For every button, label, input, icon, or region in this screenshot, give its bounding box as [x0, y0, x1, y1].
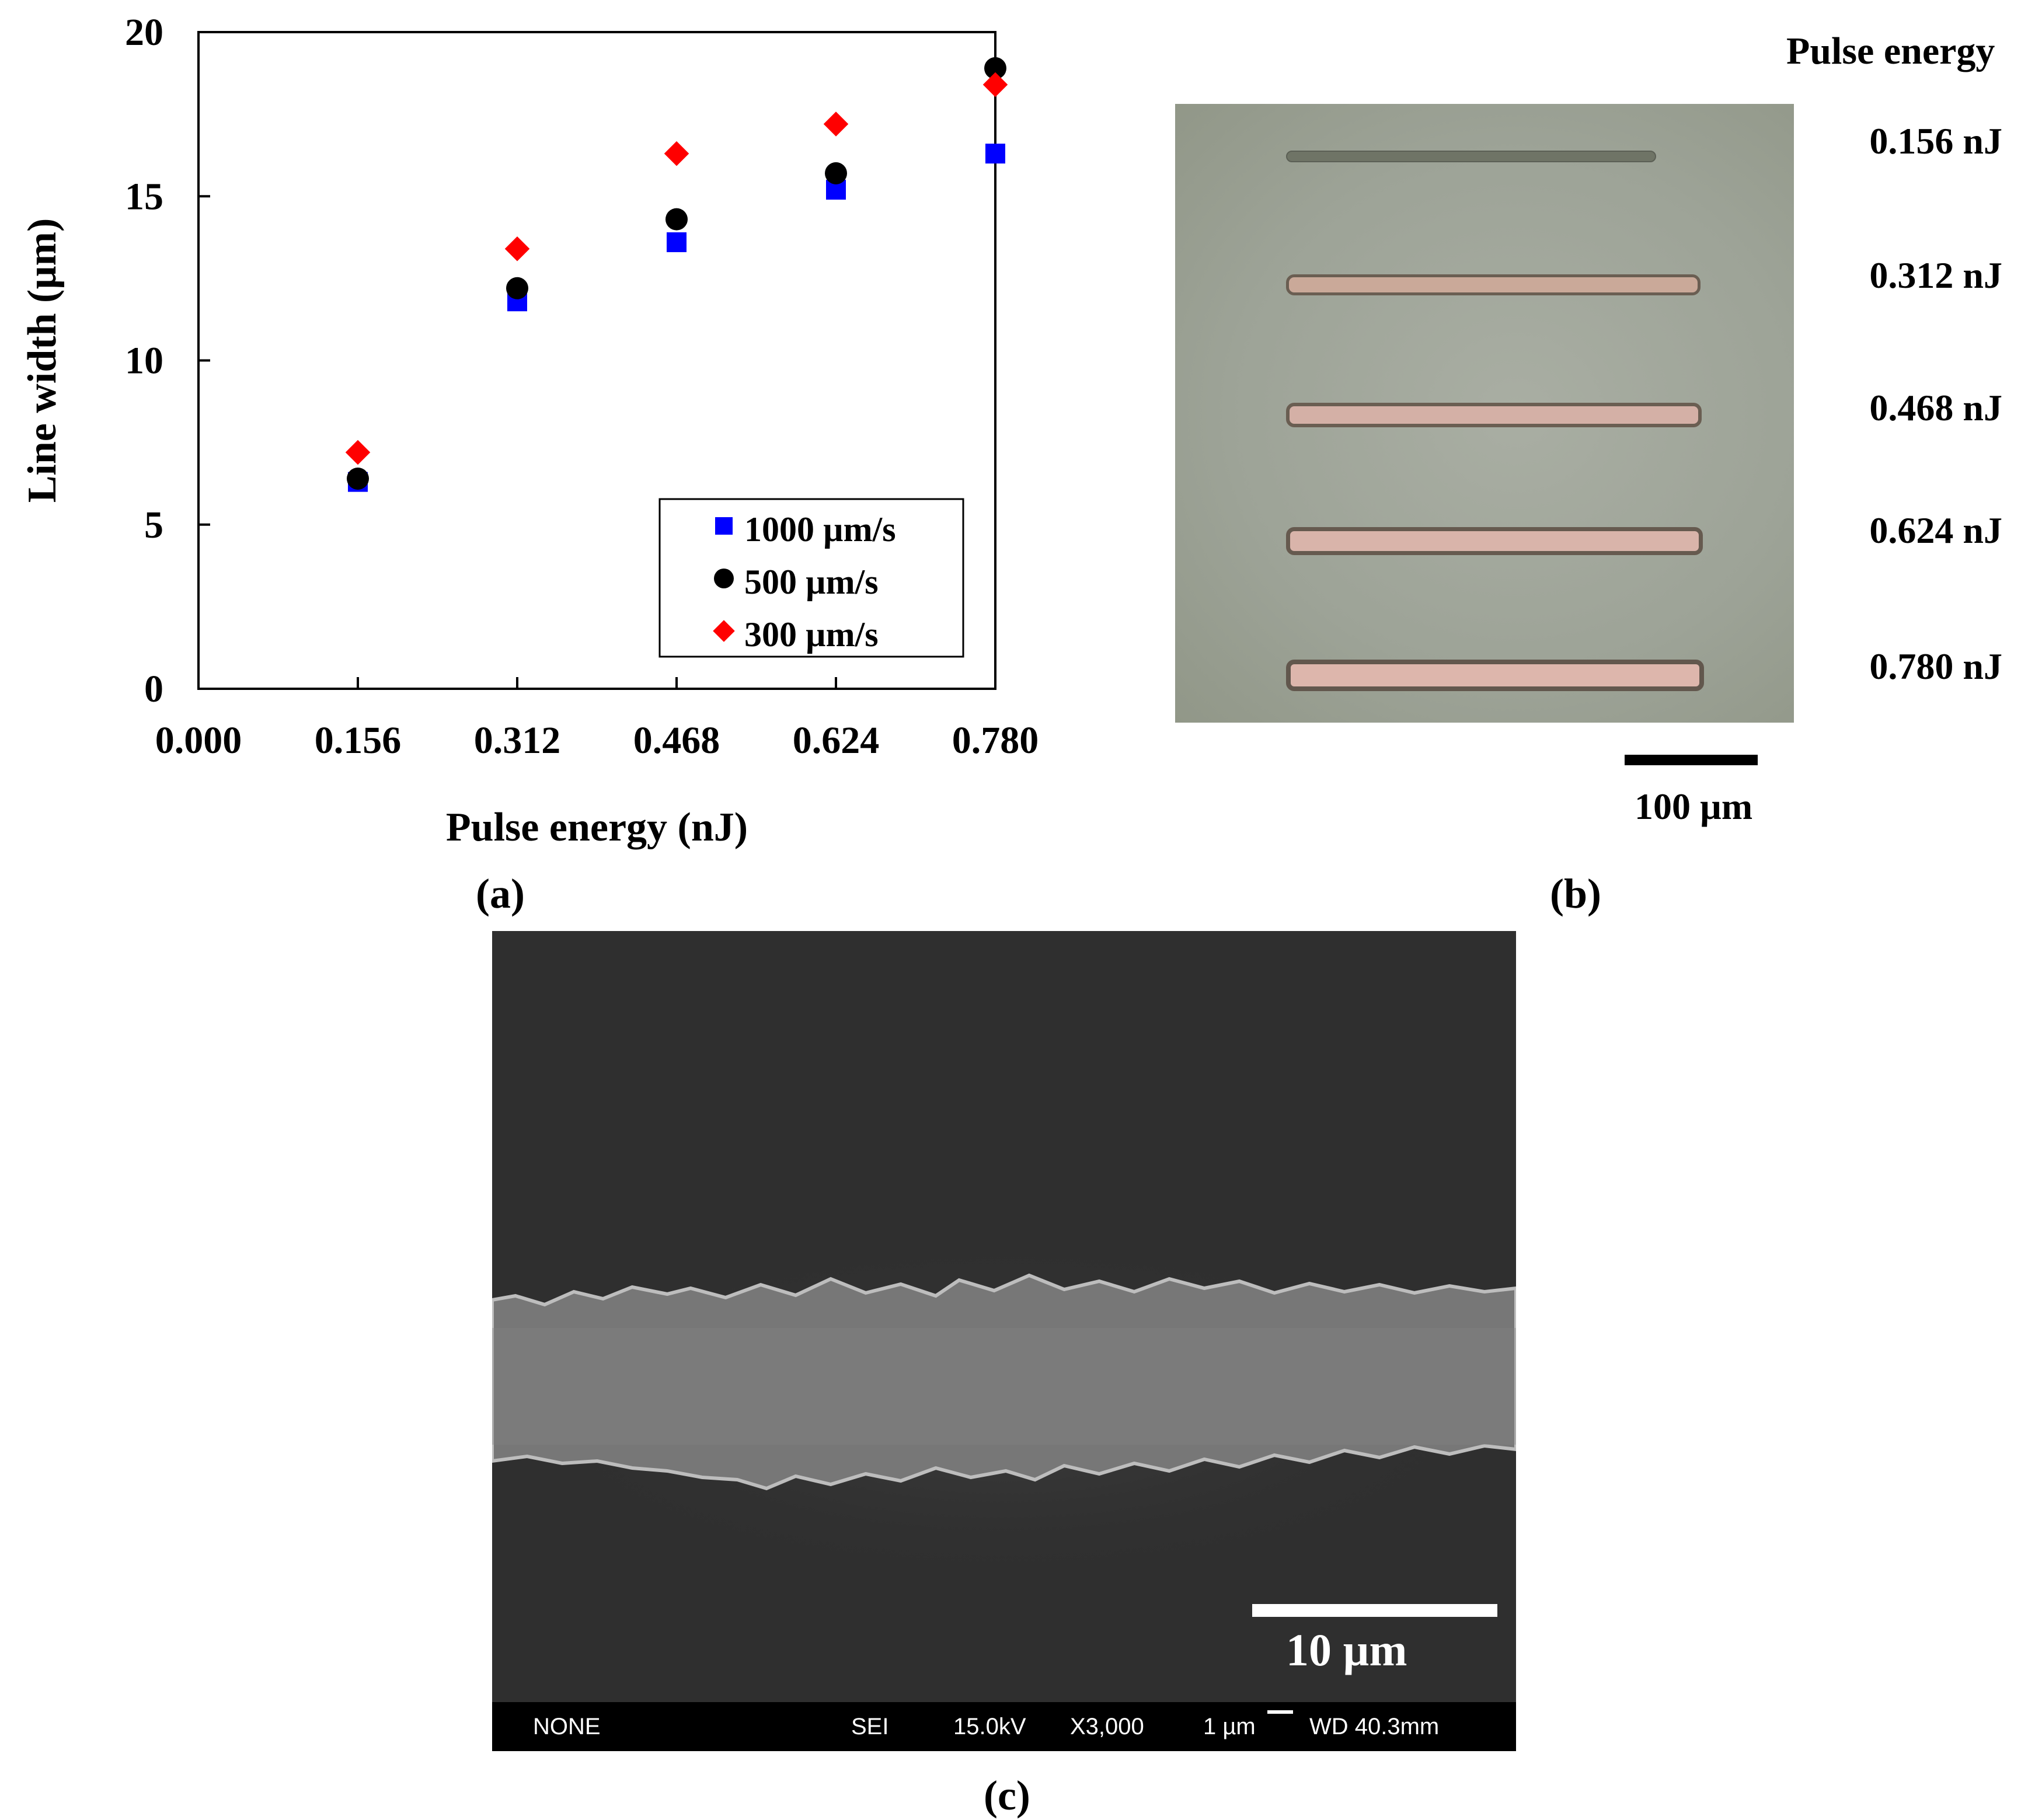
x-tick-label: 0.000 [155, 719, 242, 762]
line-width-chart: 0.000 0.156 0.312 0.468 0.624 0.780 05101520 … [20, 11, 1039, 850]
sem-micro-scale-bar [1267, 1710, 1293, 1714]
energy-header: Pulse energy [1786, 30, 1995, 72]
legend-marker [714, 569, 734, 588]
data-point-series-2 [504, 236, 530, 262]
y-axis-ticks: 0 5 10 15 20 [125, 11, 210, 710]
sem-working-distance: WD 40.3mm [1309, 1714, 1440, 1739]
data-point-series-1 [984, 57, 1006, 79]
x-axis-title: Pulse energy (nJ) [446, 805, 748, 850]
data-point-series-2 [823, 111, 849, 137]
data-point-series-1 [506, 277, 528, 299]
energy-label-3: 0.468 nJ [1869, 387, 2002, 428]
x-tick-label: 0.312 [474, 719, 561, 762]
y-tick-label: 15 [125, 175, 163, 218]
panel-label-c: (c) [984, 1772, 1030, 1819]
sem-line-graphic [492, 1235, 1516, 1585]
x-axis-ticks: 0.000 0.156 0.312 0.468 0.624 0.780 [155, 677, 1039, 762]
y-tick-label: 10 [125, 340, 163, 382]
sem-mode: SEI [851, 1714, 889, 1739]
sem-label: NONE [533, 1714, 601, 1739]
data-marks [345, 57, 1008, 492]
energy-label-4: 0.624 nJ [1869, 510, 2002, 551]
y-axis-title: Line width (µm) [20, 218, 65, 503]
legend-marker [713, 620, 735, 642]
legend-box [658, 498, 964, 658]
legend-marker [715, 517, 733, 535]
energy-label-1: 0.156 nJ [1869, 120, 2002, 162]
scale-label-b: 100 µm [1635, 786, 1753, 827]
legend-label: 300 µm/s [744, 615, 879, 654]
data-point-series-2 [345, 440, 371, 465]
data-point-series-2 [664, 141, 689, 166]
panel-label-b: (b) [1550, 870, 1601, 917]
data-point-series-1 [665, 208, 688, 231]
y-tick-label: 0 [144, 668, 163, 710]
optical-micrograph [1175, 104, 1794, 723]
sem-scale: 1 µm [1203, 1714, 1256, 1739]
legend: 1000 µm/s 500 µm/s 300 µm/s [658, 498, 964, 658]
laser-line-4 [1286, 527, 1703, 555]
panel-label-a: (a) [476, 870, 525, 917]
data-point-series-0 [667, 232, 687, 252]
legend-label: 500 µm/s [744, 563, 879, 601]
sem-info-bar: NONE SEI 15.0kV X3,000 1 µm WD 40.3mm [492, 1702, 1516, 1751]
x-tick-label: 0.156 [315, 719, 402, 762]
data-point-series-1 [347, 468, 369, 490]
x-tick-label: 0.468 [633, 719, 720, 762]
data-point-series-0 [985, 144, 1005, 164]
sem-voltage: 15.0kV [953, 1714, 1026, 1739]
y-tick-label: 5 [144, 504, 163, 546]
y-tick-label: 20 [125, 11, 163, 54]
energy-label-5: 0.780 nJ [1869, 646, 2002, 687]
x-tick-label: 0.780 [952, 719, 1039, 762]
energy-label-2: 0.312 nJ [1869, 254, 2002, 296]
legend-label: 1000 µm/s [744, 510, 896, 549]
laser-line-5 [1286, 660, 1704, 691]
scale-bar-c [1252, 1604, 1497, 1617]
sem-magnification: X3,000 [1070, 1714, 1144, 1739]
data-point-series-2 [982, 72, 1008, 97]
laser-line-2 [1286, 274, 1701, 295]
sem-image: 10 µm NONE SEI 15.0kV X3,000 1 µm WD 40.… [492, 931, 1516, 1751]
x-tick-label: 0.624 [793, 719, 880, 762]
scale-bar-b [1625, 755, 1758, 765]
laser-line-3 [1286, 403, 1702, 427]
scale-label-c: 10 µm [1286, 1624, 1407, 1675]
data-point-series-1 [825, 162, 847, 184]
laser-line-1 [1286, 151, 1656, 162]
